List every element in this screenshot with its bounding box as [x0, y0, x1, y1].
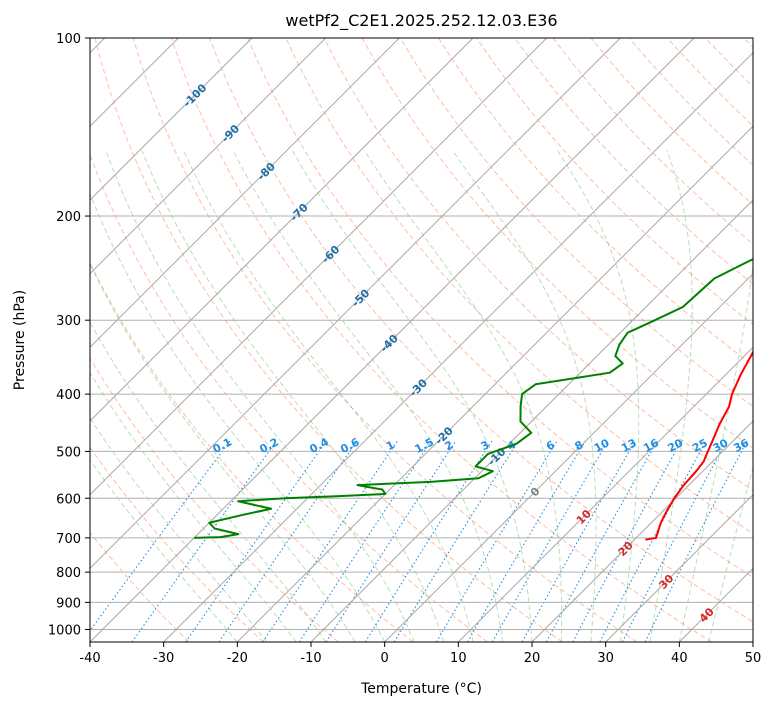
profile-series — [194, 258, 753, 541]
isotherm-line — [236, 125, 753, 642]
x-tick-label: 0 — [381, 651, 389, 666]
x-tick-label: 50 — [745, 651, 762, 666]
dry-adiabat — [90, 357, 339, 642]
y-tick-label: 200 — [56, 210, 81, 225]
dry-adiabat — [90, 153, 488, 642]
mixing-ratio-label: 13 — [619, 436, 639, 455]
y-tick-label: 800 — [56, 566, 81, 581]
isotherm-line — [90, 38, 548, 496]
isotherm-line — [90, 38, 622, 570]
x-tick-label: -40 — [79, 651, 100, 666]
x-tick-label: 20 — [524, 651, 541, 666]
mixing-ratio-label: 25 — [690, 436, 710, 455]
mixing-ratio-line — [435, 440, 558, 642]
chart-title: wetPf2_C2E1.2025.252.12.03.E36 — [285, 11, 557, 31]
dry-adiabat — [90, 446, 264, 642]
mixing-ratio-line — [325, 440, 457, 642]
dry-adiabat — [514, 38, 753, 285]
x-axis-ticks: -40 -30 -20 -10 0 10 20 30 40 50 — [79, 642, 761, 666]
isotherm-line — [90, 38, 253, 201]
moist-adiabat — [291, 150, 533, 642]
dry-adiabat — [94, 38, 563, 642]
y-tick-label: 100 — [56, 32, 81, 47]
isotherm-line — [90, 38, 327, 275]
y-tick-label: 1000 — [48, 623, 81, 638]
y-tick-label: 600 — [56, 492, 81, 507]
moist-adiabat — [452, 150, 597, 642]
moist-adiabat — [232, 150, 504, 642]
mixing-ratio-line — [262, 440, 399, 642]
moist-adiabat — [363, 150, 563, 642]
mixing-ratio-label: 30 — [711, 436, 731, 455]
y-axis-ticks: 100 200 300 400 500 600 700 800 900 1000 — [48, 32, 90, 638]
mixing-ratio-label: 10 — [592, 436, 612, 455]
mixing-ratio-line — [545, 440, 658, 642]
mixing-ratio-line — [491, 440, 609, 642]
x-tick-label: 10 — [450, 651, 467, 666]
dewpoint-profile-line — [194, 258, 753, 539]
mixing-ratio-line — [644, 440, 748, 642]
plot-area: -100-90-80-70-60-50-40-30-20-10010203040… — [90, 38, 753, 642]
mixing-ratio-line — [467, 440, 586, 642]
x-axis-title: Temperature (°C) — [360, 681, 482, 697]
dry-adiabat — [438, 38, 753, 366]
x-tick-label: -10 — [300, 651, 321, 666]
x-tick-label: 30 — [597, 651, 614, 666]
dry-adiabat — [209, 38, 753, 623]
isotherm-line — [457, 346, 753, 642]
isotherm-line — [384, 272, 753, 642]
mixing-ratio-line — [521, 440, 636, 642]
mixing-ratio-label: 16 — [641, 436, 661, 455]
isotherm-line — [90, 38, 474, 422]
moist-adiabat — [90, 262, 356, 642]
dry-adiabat — [132, 38, 638, 642]
mixing-ratio-label: 20 — [666, 436, 686, 455]
isotherm-line — [310, 199, 753, 642]
isotherm-line — [531, 420, 753, 642]
mixing-ratio-line — [218, 440, 358, 642]
dry-adiabat — [399, 38, 753, 408]
dry-adiabat — [323, 38, 753, 492]
y-tick-label: 500 — [56, 445, 81, 460]
y-tick-label: 900 — [56, 596, 81, 611]
mixing-ratio-line — [364, 440, 493, 642]
dry-adiabat — [90, 531, 190, 642]
x-tick-label: -30 — [153, 651, 174, 666]
mixing-ratio-line — [298, 440, 432, 642]
mixing-ratio-label: 36 — [731, 436, 751, 455]
moist-adiabat — [90, 192, 386, 642]
isotherm-line — [163, 51, 753, 642]
dry-adiabat — [247, 38, 753, 578]
isotherm-line — [90, 38, 401, 349]
isotherm-line — [90, 38, 695, 642]
dry-adiabat — [170, 38, 712, 642]
mixing-ratio-line — [90, 440, 231, 632]
x-tick-label: 40 — [671, 651, 688, 666]
x-tick-label: -20 — [227, 651, 248, 666]
y-tick-label: 300 — [56, 314, 81, 329]
y-tick-label: 400 — [56, 388, 81, 403]
isotherm-line — [605, 493, 753, 642]
y-axis-title: Pressure (hPa) — [12, 290, 28, 390]
plot-frame — [89, 37, 754, 643]
y-tick-label: 700 — [56, 532, 81, 547]
temperature-profile-line — [645, 350, 753, 541]
mixing-ratio-line — [185, 440, 327, 642]
isotherm-grid — [90, 38, 753, 642]
